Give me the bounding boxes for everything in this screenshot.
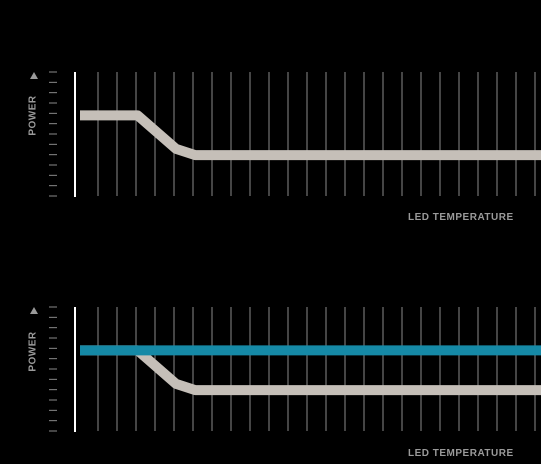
x-axis-label-2: LED TEMPERATURE [408,448,514,459]
y-axis-label-1: POWER [27,95,39,136]
arrow-up-icon [30,307,38,314]
series-line-derating [80,345,541,396]
series-line-derating [80,110,541,161]
x-axis-label-1: LED TEMPERATURE [408,212,514,223]
y-axis-label-2: POWER [27,331,39,372]
arrow-up-icon [30,72,38,79]
